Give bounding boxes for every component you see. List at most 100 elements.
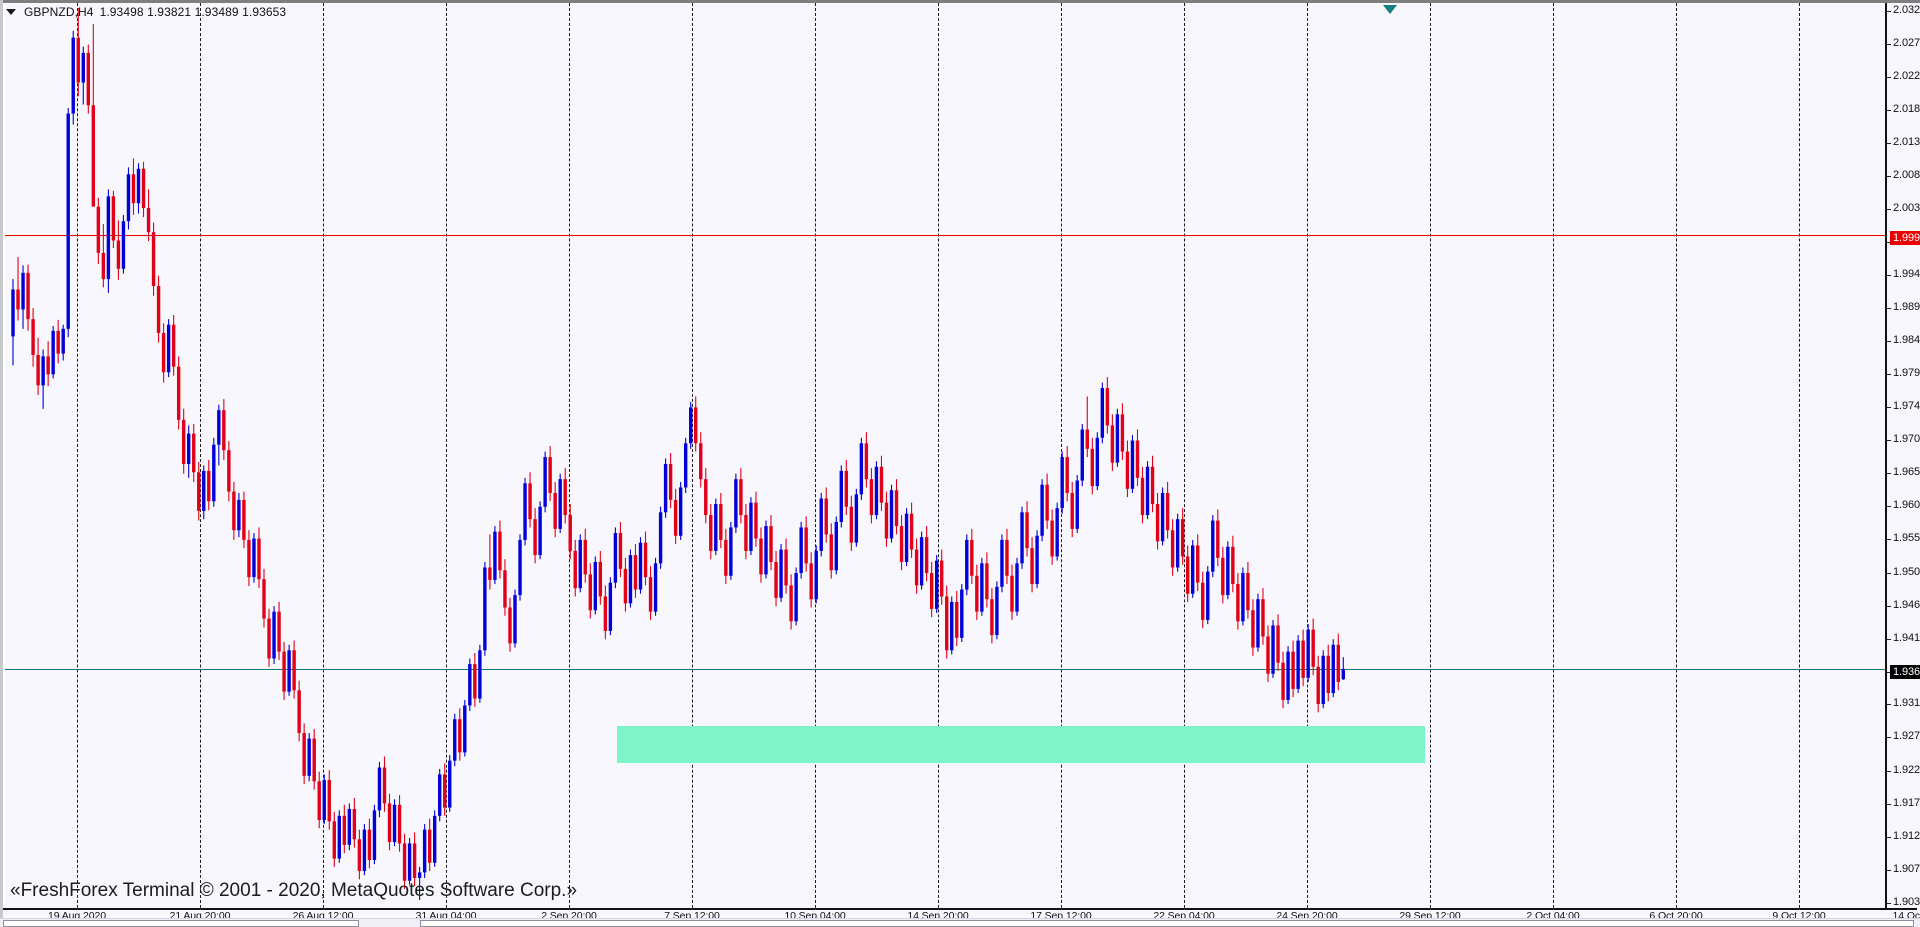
time-tick xyxy=(77,906,78,910)
window-left-inner-border xyxy=(3,3,5,908)
vertical-gridline xyxy=(1676,3,1677,908)
vertical-gridline xyxy=(1061,3,1062,908)
time-tick xyxy=(1676,906,1677,910)
price-tick-label: 1.95570 xyxy=(1893,532,1920,545)
resistance-line[interactable] xyxy=(5,234,1885,236)
price-tick xyxy=(1887,406,1891,408)
price-tick xyxy=(1887,737,1891,739)
price-tick-label: 1.94610 xyxy=(1893,598,1920,611)
price-tick xyxy=(1887,308,1891,310)
time-tick xyxy=(200,906,201,910)
price-tick xyxy=(1887,440,1891,442)
price-scale[interactable]: 2.03230 2.02750 2.02270 2.01800 2.01320 2.008… xyxy=(1885,3,1920,908)
scrollbar-thumb[interactable] xyxy=(420,920,1914,927)
price-tick-label: 2.01320 xyxy=(1893,135,1920,148)
chart-plot-area[interactable] xyxy=(5,3,1885,908)
time-tick xyxy=(1799,906,1800,910)
price-tick-label: 1.92700 xyxy=(1893,730,1920,743)
price-tick xyxy=(1887,572,1891,574)
vertical-gridline xyxy=(1430,3,1431,908)
price-tick-label: 2.00840 xyxy=(1893,168,1920,181)
scrollbar-track-left[interactable] xyxy=(3,920,359,927)
chevron-down-icon[interactable] xyxy=(6,9,16,15)
vertical-gridline xyxy=(77,3,78,908)
price-tick xyxy=(1887,836,1891,838)
window-top-border xyxy=(0,0,1920,3)
price-tick xyxy=(1887,869,1891,871)
price-tick-label: 2.03230 xyxy=(1893,4,1920,16)
price-tick-label: 1.97490 xyxy=(1893,399,1920,412)
price-tick xyxy=(1887,11,1891,12)
time-tick xyxy=(1553,906,1554,910)
price-tick-label: 2.01800 xyxy=(1893,102,1920,115)
ohlc-values: 1.93498 1.93821 1.93489 1.93653 xyxy=(99,5,287,19)
vertical-gridline xyxy=(1799,3,1800,908)
price-tick xyxy=(1887,539,1891,541)
time-tick xyxy=(1307,906,1308,910)
price-tick xyxy=(1887,605,1891,607)
price-tick xyxy=(1887,242,1891,244)
time-tick xyxy=(323,906,324,910)
price-tick xyxy=(1887,903,1891,904)
down-arrow-marker[interactable] xyxy=(1383,5,1397,14)
current-price-line[interactable] xyxy=(5,668,1885,670)
price-tick-label: 2.00360 xyxy=(1893,201,1920,214)
vertical-gridline xyxy=(692,3,693,908)
price-tick-label: 1.96050 xyxy=(1893,499,1920,512)
price-tick xyxy=(1887,671,1891,673)
price-tick xyxy=(1887,373,1891,375)
vertical-gridline xyxy=(569,3,570,908)
vertical-gridline xyxy=(1553,3,1554,908)
price-tick-label: 1.93180 xyxy=(1893,697,1920,710)
copyright-watermark: «FreshForex Terminal © 2001 - 2020, Meta… xyxy=(10,880,578,901)
time-tick xyxy=(815,906,816,910)
window-left-border xyxy=(0,0,3,927)
price-tick xyxy=(1887,44,1891,46)
price-tick-label: 1.90780 xyxy=(1893,862,1920,875)
price-tick-label: 1.92220 xyxy=(1893,763,1920,776)
price-tick xyxy=(1887,770,1891,772)
vertical-gridline xyxy=(1184,3,1185,908)
price-tick xyxy=(1887,473,1891,475)
time-tick xyxy=(692,906,693,910)
price-tick-label: 1.90300 xyxy=(1893,896,1920,908)
support-zone[interactable] xyxy=(617,726,1425,764)
price-tick-label: 1.97010 xyxy=(1893,433,1920,446)
price-tick-label: 1.91740 xyxy=(1893,796,1920,809)
vertical-gridline xyxy=(200,3,201,908)
price-tick xyxy=(1887,638,1891,640)
price-tick xyxy=(1887,506,1891,508)
vertical-gridline xyxy=(815,3,816,908)
symbol-label: GBPNZD,H4 xyxy=(24,5,94,19)
price-tick xyxy=(1887,175,1891,177)
horizontal-scrollbar[interactable] xyxy=(0,918,1920,927)
time-tick xyxy=(1184,906,1185,910)
candlestick-series xyxy=(11,8,1345,900)
price-tick xyxy=(1887,109,1891,111)
current-price-line-label[interactable]: 1.93653 xyxy=(1890,664,1920,679)
price-tick-label: 1.91260 xyxy=(1893,829,1920,842)
price-tick-label: 1.95090 xyxy=(1893,565,1920,578)
time-tick xyxy=(569,906,570,910)
price-tick-label: 1.99400 xyxy=(1893,268,1920,281)
price-tick-label: 1.98440 xyxy=(1893,334,1920,347)
price-tick xyxy=(1887,341,1891,343)
price-tick-label: 2.02750 xyxy=(1893,37,1920,50)
price-tick xyxy=(1887,208,1891,210)
price-tick xyxy=(1887,704,1891,706)
price-tick-label: 1.94130 xyxy=(1893,631,1920,644)
vertical-gridline xyxy=(1307,3,1308,908)
time-tick xyxy=(938,906,939,910)
price-tick xyxy=(1887,77,1891,79)
time-tick xyxy=(1430,906,1431,910)
price-tick xyxy=(1887,275,1891,277)
vertical-gridline xyxy=(938,3,939,908)
price-tick xyxy=(1887,803,1891,805)
price-tick-label: 2.02270 xyxy=(1893,70,1920,83)
resistance-line-label[interactable]: 1.99943 xyxy=(1890,230,1920,245)
price-tick-label: 1.97970 xyxy=(1893,366,1920,379)
price-tick-label: 1.96530 xyxy=(1893,466,1920,479)
time-tick xyxy=(1061,906,1062,910)
time-axis-separator xyxy=(3,908,1917,910)
